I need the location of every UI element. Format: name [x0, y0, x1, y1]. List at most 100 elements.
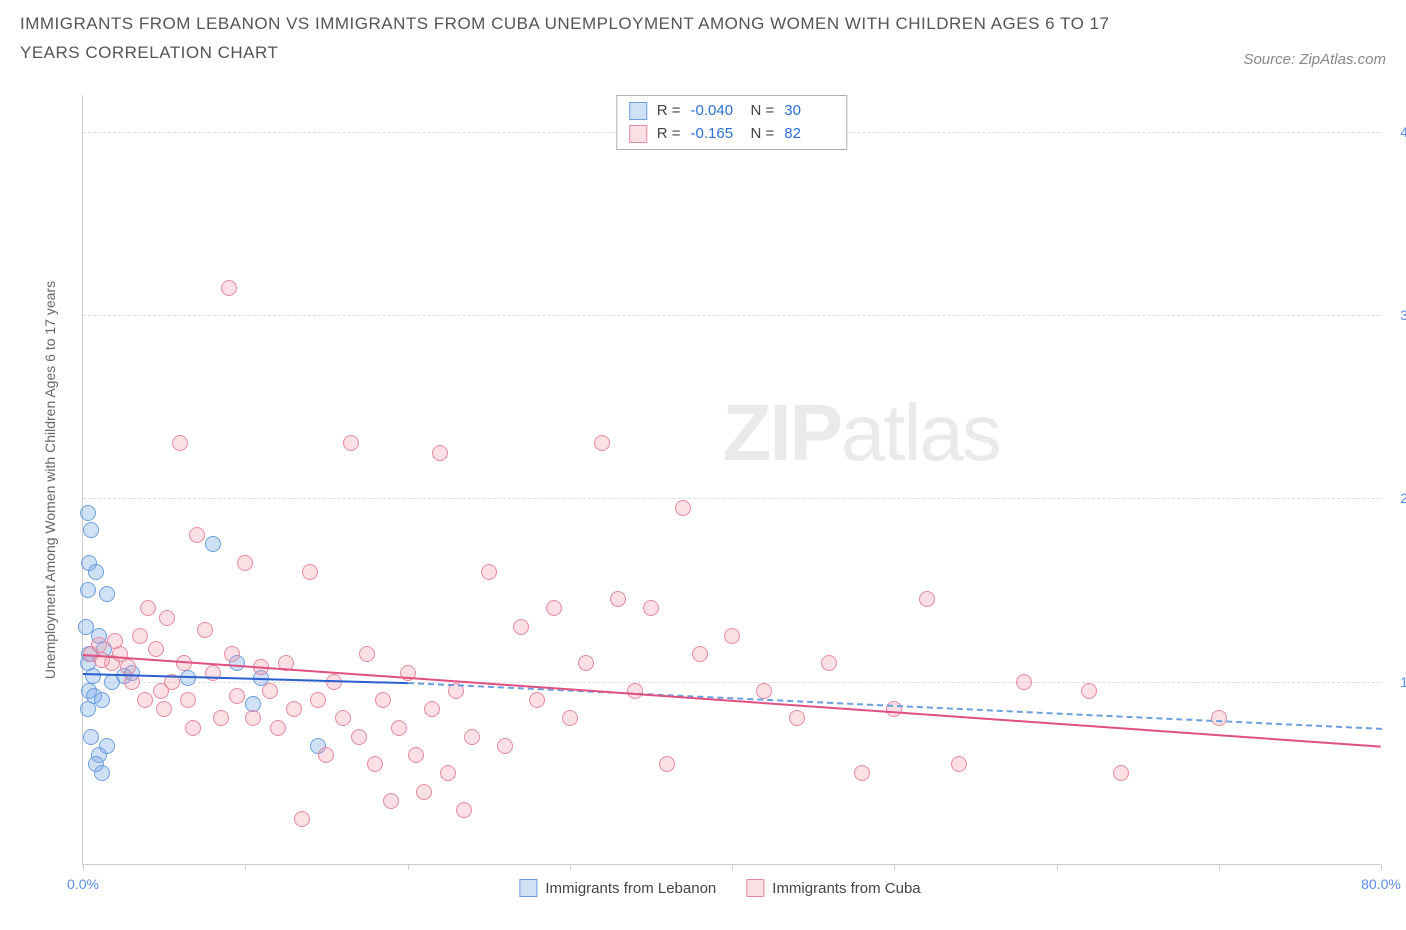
swatch-icon [629, 125, 647, 143]
data-point [383, 793, 399, 809]
data-point [335, 710, 351, 726]
data-point [919, 591, 935, 607]
legend-item-lebanon: Immigrants from Lebanon [519, 879, 716, 897]
data-point [367, 756, 383, 772]
data-point [185, 720, 201, 736]
data-point [229, 688, 245, 704]
data-point [756, 683, 772, 699]
gridline [83, 498, 1380, 499]
data-point [132, 628, 148, 644]
x-tick [245, 864, 246, 870]
data-point [562, 710, 578, 726]
r-value: -0.040 [691, 100, 741, 123]
data-point [224, 646, 240, 662]
data-point [94, 692, 110, 708]
data-point [594, 435, 610, 451]
data-point [343, 435, 359, 451]
data-point [213, 710, 229, 726]
watermark: ZIPatlas [722, 387, 999, 479]
data-point [88, 564, 104, 580]
data-point [659, 756, 675, 772]
data-point [85, 668, 101, 684]
data-point [432, 445, 448, 461]
data-point [359, 646, 375, 662]
data-point [262, 683, 278, 699]
data-point [1211, 710, 1227, 726]
data-point [724, 628, 740, 644]
data-point [351, 729, 367, 745]
data-point [456, 802, 472, 818]
data-point [180, 692, 196, 708]
data-point [237, 555, 253, 571]
data-point [310, 692, 326, 708]
data-point [821, 655, 837, 671]
chart-area: Unemployment Among Women with Children A… [60, 95, 1380, 865]
r-label: R = [657, 123, 681, 146]
data-point [80, 701, 96, 717]
data-point [302, 564, 318, 580]
x-tick [83, 864, 84, 870]
y-tick-label: 40.0% [1385, 124, 1406, 140]
data-point [440, 765, 456, 781]
data-point [692, 646, 708, 662]
n-value: 82 [784, 123, 834, 146]
data-point [391, 720, 407, 736]
data-point [1081, 683, 1097, 699]
data-point [951, 756, 967, 772]
r-label: R = [657, 100, 681, 123]
stats-row-cuba: R = -0.165 N = 82 [629, 123, 835, 146]
data-point [245, 696, 261, 712]
legend-item-cuba: Immigrants from Cuba [746, 879, 920, 897]
data-point [481, 564, 497, 580]
data-point [91, 637, 107, 653]
data-point [886, 701, 902, 717]
data-point [318, 747, 334, 763]
data-point [1113, 765, 1129, 781]
x-tick-label: 80.0% [1361, 876, 1401, 892]
legend-label: Immigrants from Lebanon [545, 880, 716, 897]
r-value: -0.165 [691, 123, 741, 146]
source-label: Source: ZipAtlas.com [1243, 51, 1386, 68]
x-tick [1381, 864, 1382, 870]
data-point [675, 500, 691, 516]
x-tick-label: 0.0% [67, 876, 99, 892]
data-point [99, 738, 115, 754]
x-tick [570, 864, 571, 870]
data-point [546, 600, 562, 616]
data-point [94, 765, 110, 781]
data-point [375, 692, 391, 708]
data-point [148, 641, 164, 657]
gridline [83, 315, 1380, 316]
data-point [99, 586, 115, 602]
scatter-plot: ZIPatlas R = -0.040 N = 30 R = -0.165 N … [82, 95, 1380, 865]
x-tick [1057, 864, 1058, 870]
data-point [83, 729, 99, 745]
y-tick-label: 10.0% [1385, 674, 1406, 690]
data-point [245, 710, 261, 726]
data-point [286, 701, 302, 717]
legend-label: Immigrants from Cuba [772, 880, 920, 897]
data-point [643, 600, 659, 616]
data-point [294, 811, 310, 827]
chart-title: IMMIGRANTS FROM LEBANON VS IMMIGRANTS FR… [20, 10, 1120, 68]
data-point [120, 659, 136, 675]
header-row: IMMIGRANTS FROM LEBANON VS IMMIGRANTS FR… [0, 0, 1406, 68]
data-point [189, 527, 205, 543]
y-axis-label: Unemployment Among Women with Children A… [42, 281, 58, 679]
data-point [416, 784, 432, 800]
n-label: N = [751, 100, 775, 123]
x-tick [1219, 864, 1220, 870]
data-point [464, 729, 480, 745]
y-tick-label: 20.0% [1385, 490, 1406, 506]
x-tick [408, 864, 409, 870]
correlation-stats-box: R = -0.040 N = 30 R = -0.165 N = 82 [616, 95, 848, 150]
data-point [80, 582, 96, 598]
data-point [137, 692, 153, 708]
swatch-icon [629, 102, 647, 120]
y-tick-label: 30.0% [1385, 307, 1406, 323]
data-point [627, 683, 643, 699]
data-point [610, 591, 626, 607]
data-point [424, 701, 440, 717]
swatch-icon [519, 879, 537, 897]
legend: Immigrants from Lebanon Immigrants from … [519, 879, 920, 897]
